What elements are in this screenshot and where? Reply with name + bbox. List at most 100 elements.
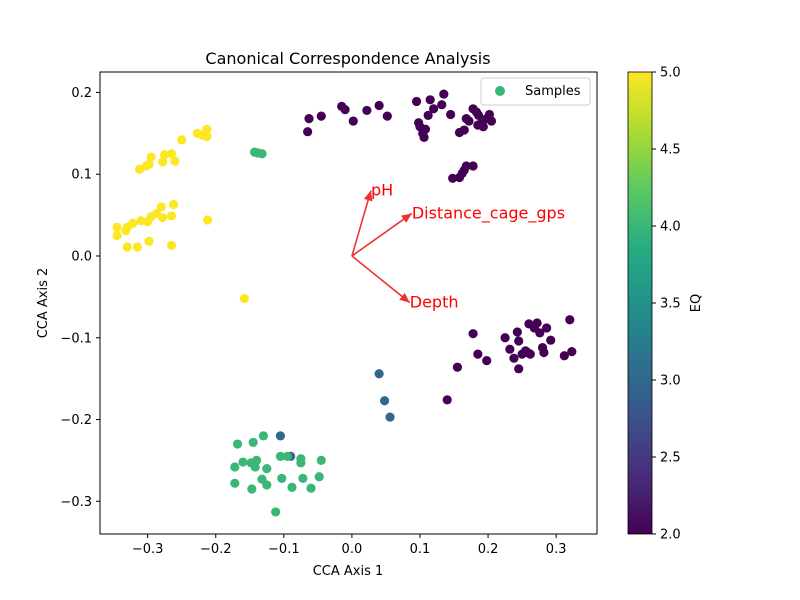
data-point: [257, 149, 267, 159]
x-tick-label: 0.0: [342, 542, 363, 557]
data-point: [156, 202, 166, 212]
data-point: [512, 327, 522, 337]
y-tick-label: −0.1: [60, 331, 92, 346]
data-point: [316, 111, 326, 121]
colorbar-tick-label: 4.0: [660, 220, 681, 235]
data-point: [282, 451, 292, 461]
data-point: [473, 120, 483, 130]
data-point: [362, 105, 372, 116]
colorbar-tick-label: 2.5: [660, 451, 681, 466]
y-tick-label: 0.1: [71, 168, 92, 183]
data-point: [306, 483, 316, 493]
data-point: [559, 351, 569, 361]
data-point: [473, 110, 484, 120]
data-point: [452, 362, 463, 372]
data-point: [262, 463, 272, 474]
data-point: [128, 218, 138, 228]
data-point: [419, 132, 429, 143]
data-point: [464, 116, 474, 126]
data-point: [158, 157, 168, 167]
data-point: [132, 242, 143, 252]
data-point: [446, 109, 456, 120]
arrow-label: pH: [371, 181, 393, 200]
y-tick-label: −0.3: [60, 495, 92, 510]
data-point: [232, 439, 243, 449]
data-point: [275, 451, 286, 461]
data-point: [374, 369, 384, 379]
data-point: [525, 349, 535, 359]
data-point: [473, 349, 483, 359]
scatter-points: [112, 89, 577, 517]
data-point: [247, 484, 257, 494]
data-point: [141, 161, 151, 171]
y-axis-label: CCA Axis 2: [36, 268, 51, 339]
data-point: [437, 100, 447, 110]
data-point: [121, 226, 131, 236]
data-point: [158, 212, 168, 223]
colorbar-tick-label: 3.5: [660, 297, 681, 312]
data-point: [248, 437, 258, 448]
data-point: [238, 457, 248, 467]
data-point: [542, 323, 552, 333]
colorbar-ticks: 2.0 2.5 3.0 3.5 4.0 4.5 5.0: [652, 66, 681, 543]
data-point: [423, 110, 433, 120]
data-point: [532, 318, 542, 328]
data-point: [166, 211, 177, 221]
colorbar-tick-label: 3.0: [660, 374, 681, 389]
data-point: [429, 104, 439, 114]
data-point: [134, 164, 145, 174]
data-point: [382, 111, 392, 121]
x-tick-label: 0.3: [546, 542, 567, 557]
data-point: [565, 315, 575, 325]
colorbar-label: EQ: [689, 294, 704, 312]
data-point: [230, 478, 240, 488]
data-point: [514, 336, 524, 346]
data-point: [340, 105, 350, 115]
arrow-head: [399, 292, 410, 303]
data-point: [482, 356, 492, 366]
data-point: [439, 89, 449, 99]
data-point: [258, 431, 268, 441]
y-axis-ticks: −0.3 −0.2 −0.1 0.0 0.1 0.2: [60, 86, 100, 510]
data-point: [303, 127, 313, 137]
colorbar-tick-label: 2.0: [660, 528, 681, 543]
data-point: [166, 240, 177, 250]
data-point: [296, 458, 306, 468]
data-point: [316, 455, 326, 466]
data-point: [298, 473, 308, 483]
y-tick-label: −0.2: [60, 413, 92, 428]
arrow-line: [351, 212, 413, 257]
data-point: [144, 236, 154, 246]
data-point: [314, 472, 324, 482]
data-point: [374, 100, 384, 111]
data-point: [136, 216, 146, 226]
data-point: [500, 333, 510, 343]
arrow-head: [363, 190, 373, 202]
legend-label: Samples: [525, 84, 581, 99]
data-point: [448, 173, 458, 183]
x-tick-label: 0.1: [410, 542, 431, 557]
legend-box: [480, 77, 591, 106]
data-point: [166, 149, 177, 159]
data-point: [262, 480, 272, 490]
data-point: [514, 364, 524, 374]
data-point: [468, 161, 478, 171]
arrow-head: [401, 213, 412, 223]
x-axis-label: CCA Axis 1: [313, 564, 384, 579]
y-tick-label: 0.0: [71, 249, 92, 264]
data-point: [287, 482, 297, 492]
data-point: [250, 462, 260, 472]
data-point: [271, 507, 281, 517]
x-tick-label: −0.3: [132, 542, 164, 557]
data-point: [379, 396, 390, 406]
data-point: [420, 124, 431, 134]
data-point: [348, 116, 358, 126]
data-point: [146, 152, 156, 162]
data-point: [112, 230, 122, 241]
data-point: [122, 242, 132, 252]
y-tick-label: 0.2: [71, 86, 92, 101]
colorbar-gradient: [627, 71, 653, 535]
data-point: [168, 199, 179, 210]
data-point: [170, 156, 180, 166]
data-point: [425, 95, 435, 105]
